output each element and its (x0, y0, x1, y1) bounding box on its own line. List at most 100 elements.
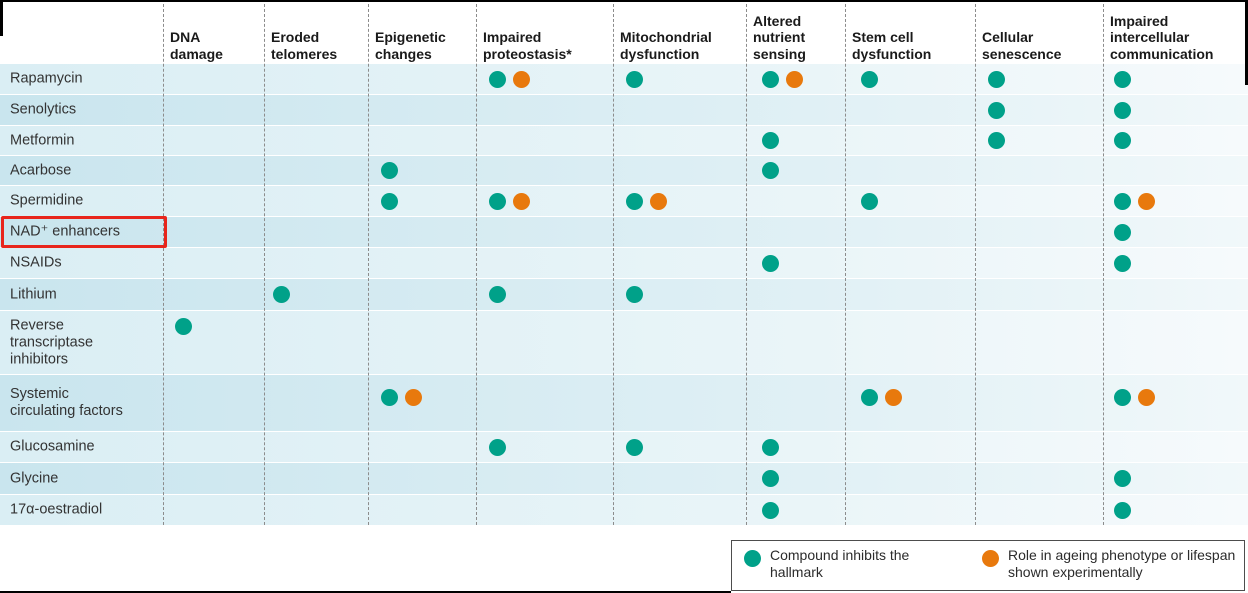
inhibits-dot (625, 438, 643, 456)
inhibits-dot (1113, 388, 1131, 406)
inhibits-dot (488, 70, 506, 88)
inhibits-dot (625, 70, 643, 88)
column-header: Impaired intercellular communication (1110, 12, 1214, 62)
inhibits-dot (174, 317, 192, 335)
column-separator (368, 4, 369, 525)
experimental-dot (982, 550, 999, 567)
column-header: Mitochondrial dysfunction (620, 29, 712, 62)
table-row: NSAIDs (0, 248, 1248, 278)
table-row: NAD⁺ enhancers (0, 217, 1248, 247)
row-label: Acarbose (10, 162, 72, 178)
row-label: NAD⁺ enhancers (10, 223, 121, 240)
figure-border-left (0, 0, 3, 36)
inhibits-dot (744, 550, 761, 567)
experimental-dot (649, 192, 667, 210)
row-label: Glucosamine (10, 438, 95, 455)
experimental-dot (785, 70, 803, 88)
inhibits-dot (987, 101, 1005, 119)
inhibits-dot (1113, 132, 1131, 149)
table-row: Metformin (0, 126, 1248, 155)
highlight-box (1, 216, 167, 248)
legend-item-experimental: Role in ageing phenotype or lifespan sho… (982, 547, 1243, 581)
column-header: Altered nutrient sensing (753, 12, 806, 62)
column-header: Impaired proteostasis* (483, 29, 572, 62)
column-header: Eroded telomeres (271, 29, 338, 62)
inhibits-dot (625, 192, 643, 210)
row-label: Rapamycin (10, 70, 83, 87)
column-separator (613, 4, 614, 525)
inhibits-dot (761, 162, 779, 179)
table-row: Reverse transcriptase inhibitors (0, 311, 1248, 374)
column-separator (476, 4, 477, 525)
table-row: Spermidine (0, 186, 1248, 216)
table-row: Rapamycin (0, 64, 1248, 94)
inhibits-dot (987, 132, 1005, 149)
row-label: Spermidine (10, 192, 84, 209)
inhibits-dot (1113, 501, 1131, 519)
inhibits-dot (987, 70, 1005, 88)
inhibits-dot (1113, 254, 1131, 272)
inhibits-dot (380, 192, 398, 210)
row-label: Lithium (10, 286, 57, 302)
column-separator (746, 4, 747, 525)
inhibits-dot (380, 162, 398, 179)
inhibits-dot (761, 70, 779, 88)
table-row: Lithium (0, 279, 1248, 310)
row-label: 17α-oestradiol (10, 501, 103, 518)
row-label: Metformin (10, 132, 75, 148)
inhibits-dot (860, 70, 878, 88)
column-header: DNA damage (170, 29, 223, 62)
inhibits-dot (625, 286, 643, 303)
column-separator (845, 4, 846, 525)
table-row: 17α-oestradiol (0, 495, 1248, 525)
inhibits-dot (761, 470, 779, 487)
row-label: Systemic circulating factors (10, 386, 123, 419)
inhibits-dot (380, 388, 398, 406)
row-label: Glycine (10, 470, 59, 486)
column-separator (1103, 4, 1104, 525)
inhibits-dot (488, 192, 506, 210)
inhibits-dot (272, 286, 290, 303)
experimental-dot (884, 388, 902, 406)
experimental-dot (1137, 192, 1155, 210)
inhibits-dot (761, 501, 779, 519)
experimental-dot (404, 388, 422, 406)
column-header: Stem cell dysfunction (852, 29, 932, 62)
inhibits-dot (1113, 192, 1131, 210)
column-separator (975, 4, 976, 525)
inhibits-dot (1113, 470, 1131, 487)
column-header: Epigenetic changes (375, 29, 446, 62)
inhibits-dot (761, 438, 779, 456)
legend-label-experimental: Role in ageing phenotype or lifespan sho… (1008, 547, 1236, 580)
table-row: Glucosamine (0, 432, 1248, 462)
legend-label-inhibits: Compound inhibits the hallmark (770, 547, 910, 580)
table-row: Systemic circulating factors (0, 375, 1248, 431)
experimental-dot (1137, 388, 1155, 406)
inhibits-dot (1113, 223, 1131, 241)
row-label: Senolytics (10, 101, 77, 118)
inhibits-dot (761, 254, 779, 272)
inhibits-dot (488, 286, 506, 303)
row-label: Reverse transcriptase inhibitors (10, 317, 94, 367)
table-row: Glycine (0, 463, 1248, 494)
inhibits-dot (1113, 70, 1131, 88)
legend-item-inhibits: Compound inhibits the hallmark (744, 547, 935, 581)
inhibits-dot (860, 192, 878, 210)
legend: Compound inhibits the hallmark Role in a… (731, 540, 1245, 591)
figure-border-right (1245, 0, 1248, 85)
column-header: Cellular senescence (982, 29, 1062, 62)
figure-border-top (0, 0, 1248, 2)
table-row: Acarbose (0, 156, 1248, 185)
experimental-dot (512, 192, 530, 210)
experimental-dot (512, 70, 530, 88)
inhibits-dot (1113, 101, 1131, 119)
table-row: Senolytics (0, 95, 1248, 125)
inhibits-dot (488, 438, 506, 456)
inhibits-dot (761, 132, 779, 149)
column-separator (163, 4, 164, 525)
column-separator (264, 4, 265, 525)
figure-border-bottom (0, 591, 731, 593)
row-label: NSAIDs (10, 254, 62, 271)
inhibits-dot (860, 388, 878, 406)
